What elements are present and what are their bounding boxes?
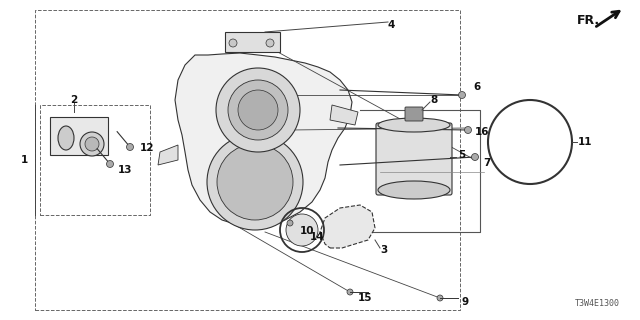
Circle shape bbox=[465, 126, 472, 133]
Circle shape bbox=[287, 220, 293, 226]
Circle shape bbox=[106, 161, 113, 167]
Text: 4: 4 bbox=[388, 20, 396, 30]
Circle shape bbox=[472, 154, 479, 161]
Text: 6: 6 bbox=[473, 82, 480, 92]
Circle shape bbox=[437, 295, 443, 301]
Polygon shape bbox=[158, 145, 178, 165]
Text: 8: 8 bbox=[430, 95, 437, 105]
Circle shape bbox=[286, 214, 318, 246]
Ellipse shape bbox=[378, 181, 450, 199]
Ellipse shape bbox=[58, 126, 74, 150]
Text: 13: 13 bbox=[118, 165, 132, 175]
Ellipse shape bbox=[378, 118, 450, 132]
Polygon shape bbox=[175, 53, 352, 227]
Polygon shape bbox=[320, 205, 375, 248]
Text: 11: 11 bbox=[578, 137, 593, 147]
Circle shape bbox=[207, 134, 303, 230]
FancyBboxPatch shape bbox=[376, 123, 452, 195]
Circle shape bbox=[238, 90, 278, 130]
Circle shape bbox=[80, 132, 104, 156]
Text: 5: 5 bbox=[458, 150, 465, 160]
Text: 9: 9 bbox=[462, 297, 469, 307]
Text: 3: 3 bbox=[380, 245, 387, 255]
Bar bbox=[50, 117, 108, 155]
Text: 10: 10 bbox=[300, 226, 314, 236]
Text: FR.: FR. bbox=[577, 13, 600, 27]
Text: 7: 7 bbox=[483, 158, 490, 168]
Circle shape bbox=[229, 39, 237, 47]
Circle shape bbox=[217, 144, 293, 220]
Circle shape bbox=[127, 143, 134, 150]
Text: 12: 12 bbox=[140, 143, 154, 153]
Polygon shape bbox=[330, 105, 358, 125]
Circle shape bbox=[216, 68, 300, 152]
Bar bbox=[225, 32, 280, 52]
Circle shape bbox=[266, 39, 274, 47]
Text: T3W4E1300: T3W4E1300 bbox=[575, 299, 620, 308]
Circle shape bbox=[228, 80, 288, 140]
Circle shape bbox=[85, 137, 99, 151]
Text: 1: 1 bbox=[20, 155, 28, 165]
Circle shape bbox=[458, 92, 465, 99]
FancyBboxPatch shape bbox=[405, 107, 423, 121]
Text: 2: 2 bbox=[70, 95, 77, 105]
Circle shape bbox=[347, 289, 353, 295]
Text: 16: 16 bbox=[475, 127, 490, 137]
Text: 15: 15 bbox=[358, 293, 372, 303]
Text: 14: 14 bbox=[310, 232, 324, 242]
